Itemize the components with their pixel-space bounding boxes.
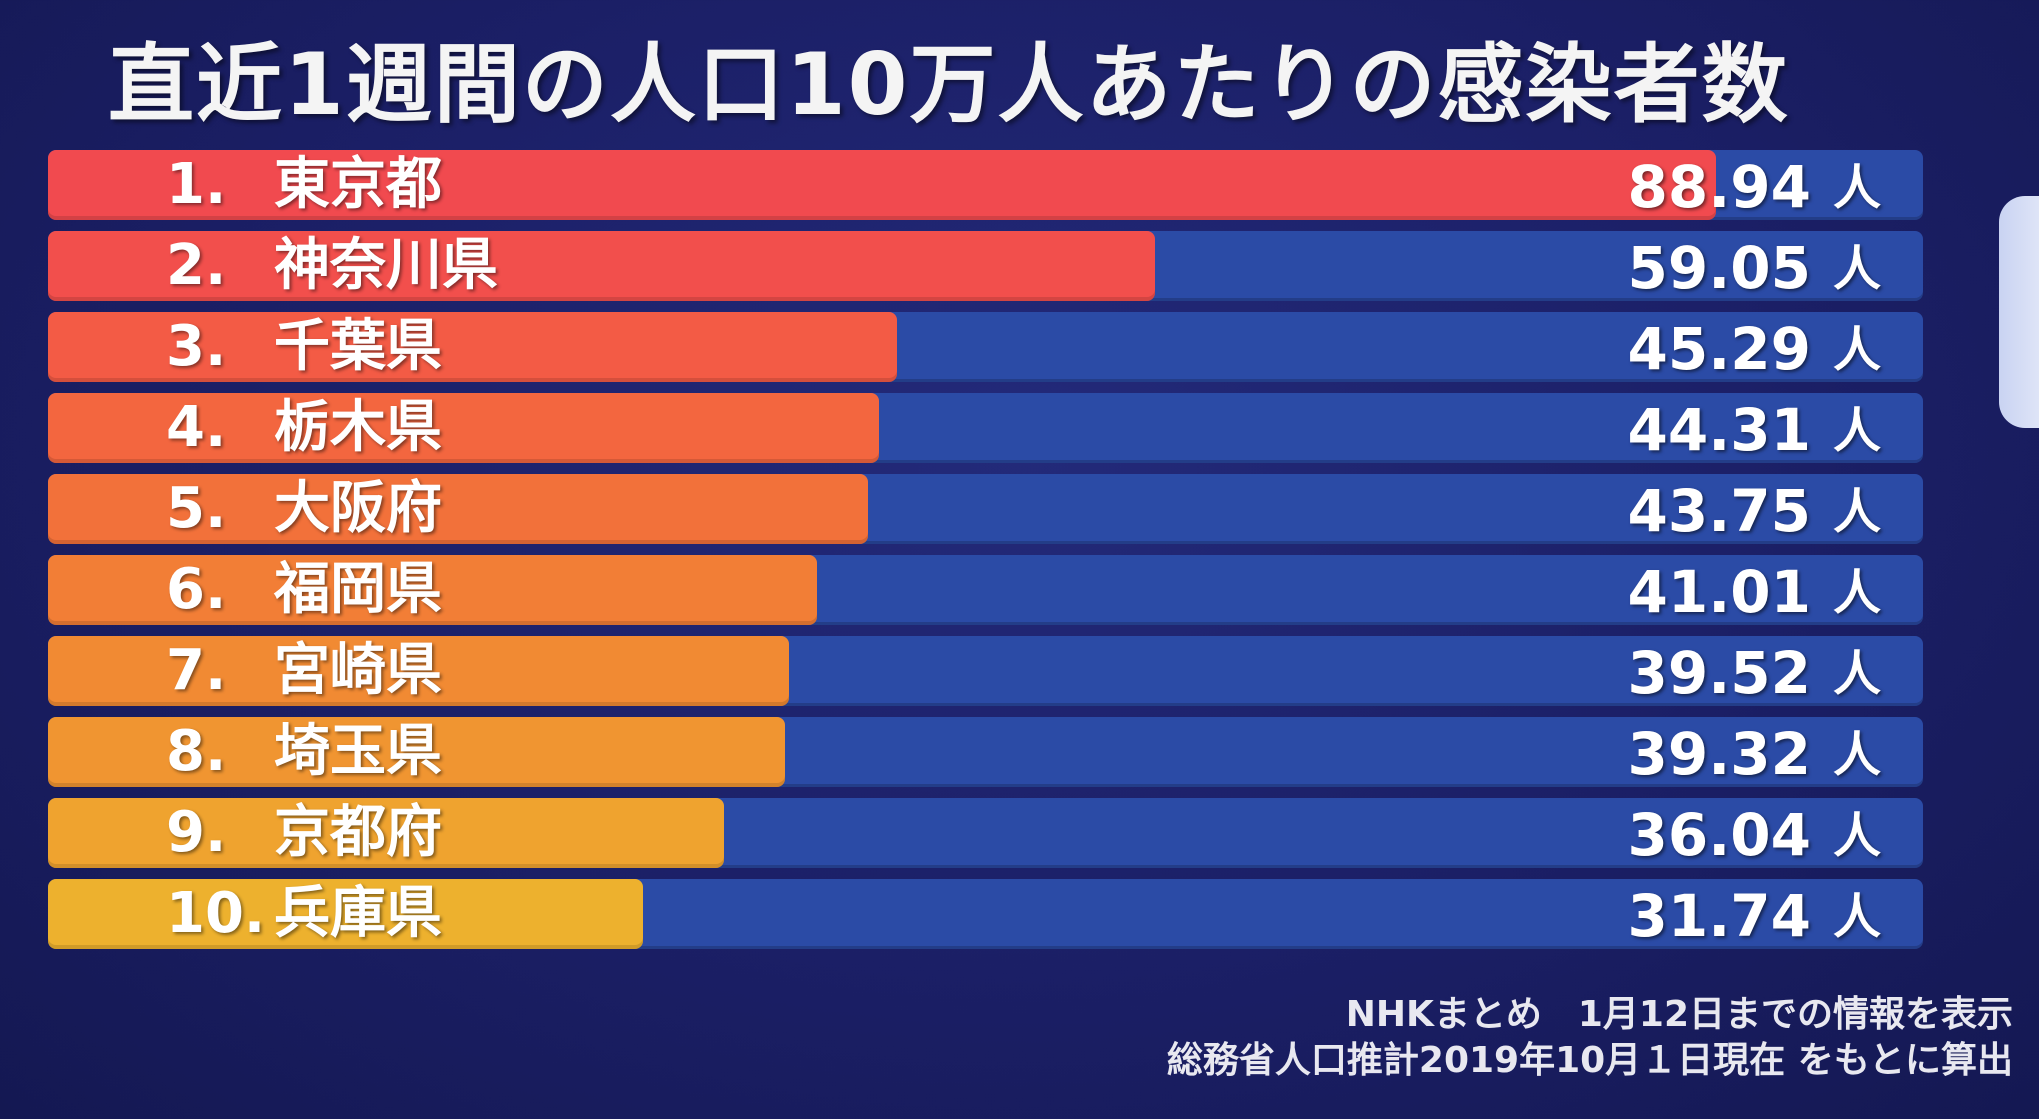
bar-unit-label: 人 (1832, 808, 1881, 864)
bar-row: 1. 東京都 88.94 人 (48, 150, 1923, 221)
bar-unit-label: 人 (1832, 484, 1881, 540)
footnotes: NHKまとめ 1月12日までの情報を表示 総務省人口推計2019年10月１日現在… (1167, 992, 2013, 1084)
bar-fill (48, 393, 879, 463)
bar-unit-label: 人 (1832, 889, 1881, 945)
bar-value-label: 39.32 (1627, 720, 1811, 788)
footnote-source: NHKまとめ 1月12日までの情報を表示 (1345, 994, 2013, 1035)
bar-rank-label: 4. (166, 395, 227, 460)
bar-category-label: 兵庫県 (274, 881, 442, 946)
bar-rank-label: 6. (166, 557, 227, 622)
footnote-basis: 総務省人口推計2019年10月１日現在 をもとに算出 (1166, 1040, 2013, 1081)
bar-unit-label: 人 (1832, 322, 1881, 378)
bar-value-label: 43.75 (1627, 477, 1811, 545)
bar-row: 7. 宮崎県 39.52 人 (48, 636, 1923, 707)
bar-category-label: 千葉県 (274, 314, 442, 379)
bar-fill (48, 879, 644, 949)
bar-value-label: 44.31 (1627, 396, 1811, 464)
side-panel-tab (1999, 196, 2039, 428)
bar-row: 8. 埼玉県 39.32 人 (48, 717, 1923, 788)
bar-rank-label: 1. (166, 152, 227, 217)
bar-row: 4. 栃木県 44.31 人 (48, 393, 1923, 464)
bar-rank-label: 8. (166, 719, 227, 784)
bar-unit-label: 人 (1832, 646, 1881, 702)
bar-row: 9. 京都府 36.04 人 (48, 798, 1923, 869)
bar-value-label: 31.74 (1627, 882, 1811, 950)
bar-rank-label: 9. (166, 800, 227, 865)
bar-category-label: 福岡県 (274, 557, 442, 622)
bar-fill (48, 798, 724, 868)
bar-unit-label: 人 (1832, 241, 1881, 297)
bar-value-label: 59.05 (1627, 234, 1811, 302)
chart-title: 直近1週間の人口10万人あたりの感染者数 (108, 35, 1790, 135)
bar-rank-label: 2. (166, 233, 227, 298)
bar-unit-label: 人 (1832, 403, 1881, 459)
bar-rank-label: 7. (166, 638, 227, 703)
bar-row: 10. 兵庫県 31.74 人 (48, 879, 1923, 950)
bar-row: 3. 千葉県 45.29 人 (48, 312, 1923, 383)
bar-fill (48, 555, 817, 625)
bar-category-label: 埼玉県 (274, 719, 442, 784)
bar-value-label: 36.04 (1627, 801, 1811, 869)
bar-category-label: 京都府 (274, 800, 442, 865)
bar-unit-label: 人 (1832, 727, 1881, 783)
bar-rank-label: 3. (166, 314, 227, 379)
bar-value-label: 39.52 (1627, 639, 1811, 707)
bar-fill (48, 312, 898, 382)
bar-chart: 1. 東京都 88.94 人 2. 神奈川県 59.05 人 3. 千葉県 45.29 人 4. 栃木県 4… (48, 150, 1923, 970)
bar-category-label: 栃木県 (274, 395, 442, 460)
bar-row: 2. 神奈川県 59.05 人 (48, 231, 1923, 302)
bar-row: 6. 福岡県 41.01 人 (48, 555, 1923, 626)
bar-unit-label: 人 (1832, 160, 1881, 216)
bar-fill (48, 717, 786, 787)
bar-fill (48, 231, 1156, 301)
bar-rank-label: 5. (166, 476, 227, 541)
bar-value-label: 45.29 (1627, 315, 1811, 383)
bar-category-label: 宮崎県 (274, 638, 442, 703)
bar-fill (48, 150, 1716, 220)
bar-category-label: 大阪府 (274, 476, 442, 541)
bar-category-label: 東京都 (274, 152, 442, 217)
bar-rank-label: 10. (166, 881, 266, 946)
bar-fill (48, 474, 869, 544)
bar-fill (48, 636, 789, 706)
bar-category-label: 神奈川県 (274, 233, 498, 298)
bar-value-label: 41.01 (1627, 558, 1811, 626)
bar-row: 5. 大阪府 43.75 人 (48, 474, 1923, 545)
bar-unit-label: 人 (1832, 565, 1881, 621)
bar-value-label: 88.94 (1627, 153, 1811, 221)
